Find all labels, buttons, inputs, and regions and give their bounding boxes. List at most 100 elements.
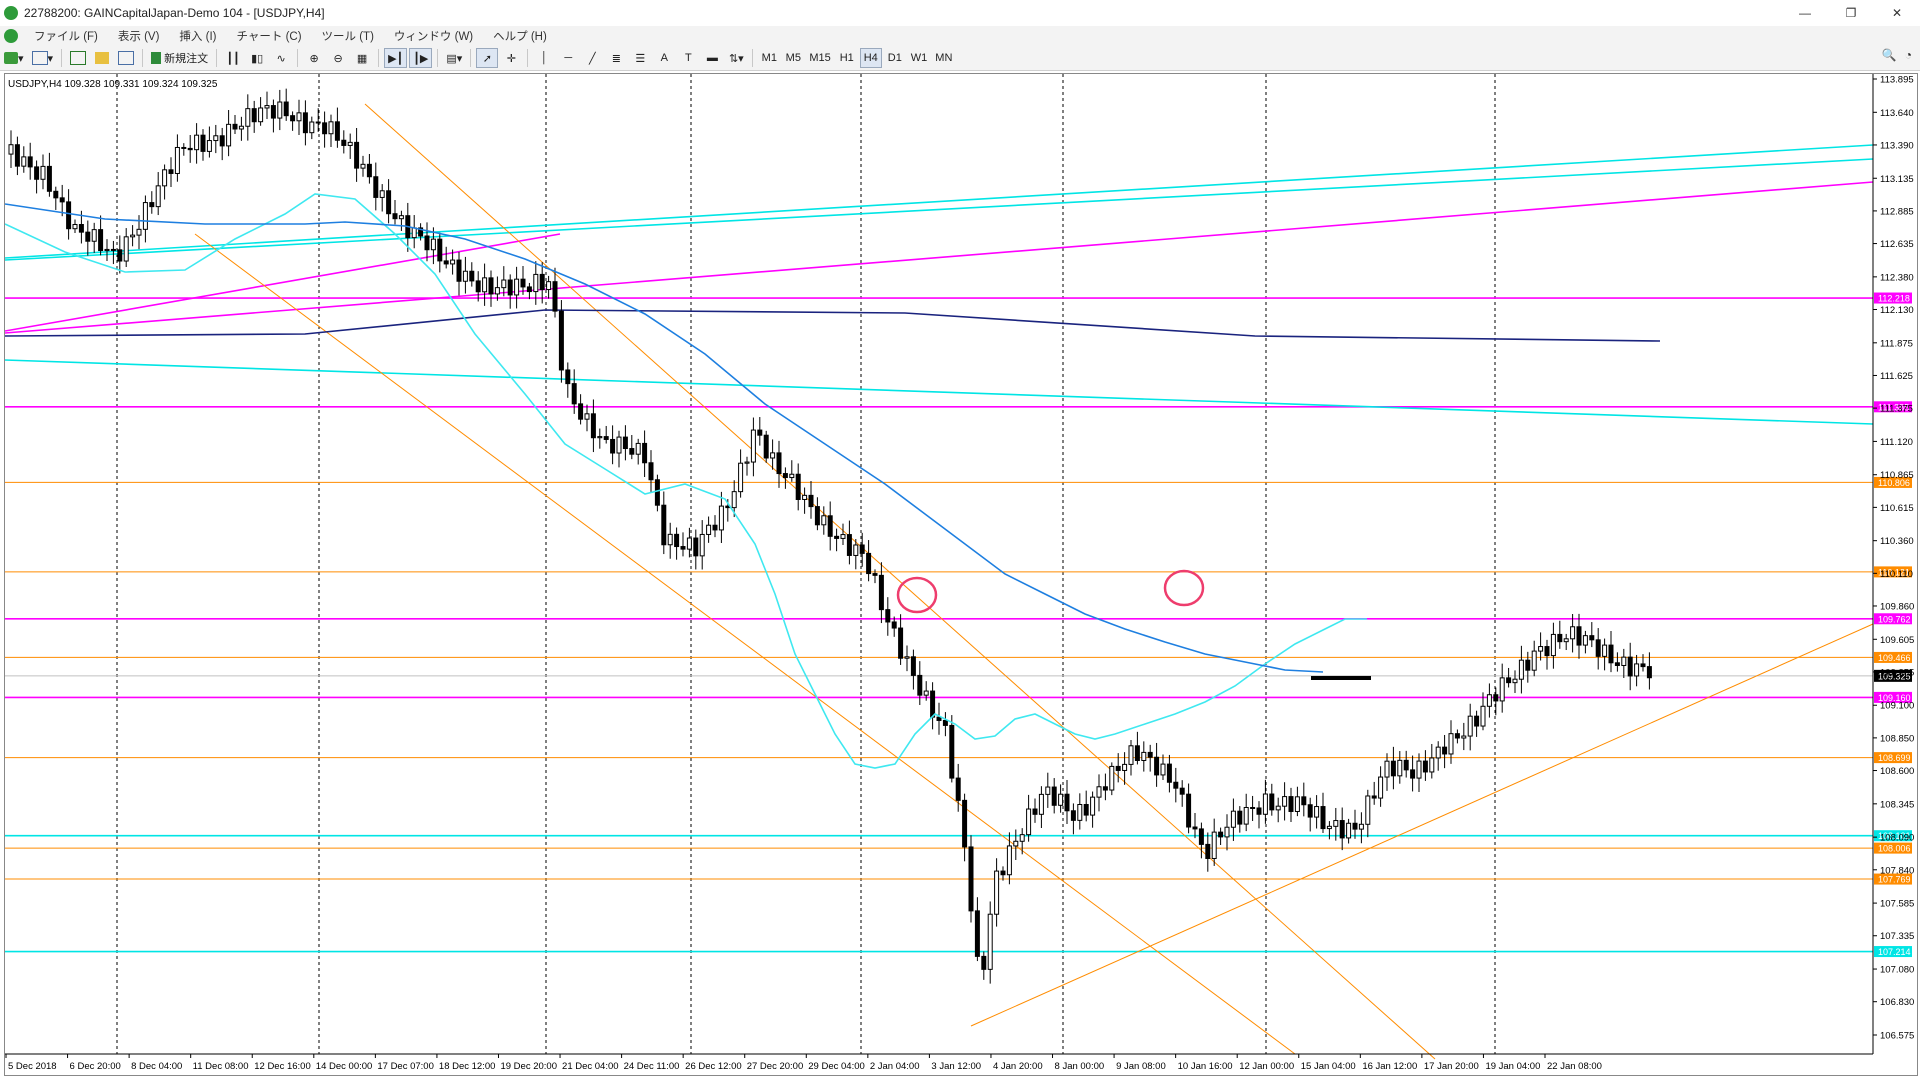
bull-candle [72, 224, 78, 230]
bull-candle [853, 544, 859, 556]
y-tick-label: 108.345 [1880, 799, 1914, 810]
bear-candle [712, 524, 718, 531]
x-tick-label: 2 Jan 04:00 [870, 1061, 920, 1072]
bull-candle [699, 533, 705, 557]
menu-window[interactable]: ウィンドウ (W) [393, 31, 474, 43]
menu-insert[interactable]: 挿入 (I) [179, 31, 217, 43]
indicators-button[interactable]: ▤ ▾ [446, 52, 463, 65]
tf-m5[interactable]: M5 [785, 52, 801, 64]
bull-candle [1058, 793, 1064, 806]
bull-candle [770, 452, 776, 459]
bull-candle [1602, 644, 1608, 657]
bull-candle [264, 105, 270, 109]
equidistant-channel-button[interactable]: ≣ [605, 48, 627, 68]
level-tag [1874, 292, 1912, 304]
zoom-out-button[interactable]: ⊖ [327, 48, 349, 68]
bear-candle [968, 846, 974, 912]
y-tick-label: 113.895 [1880, 75, 1914, 86]
arrows-button[interactable]: ⇅ ▾ [728, 52, 744, 65]
bear-candle [366, 163, 372, 178]
trendline-button[interactable]: ╱ [581, 48, 603, 68]
tf-m15[interactable]: M15 [809, 52, 831, 64]
level-tag [1874, 613, 1912, 625]
x-tick-label: 19 Jan 04:00 [1485, 1061, 1540, 1072]
horizontal-line-button[interactable]: ─ [557, 48, 579, 68]
tf-d1[interactable]: D1 [887, 52, 902, 64]
cursor-tool-button[interactable]: ➚ [476, 48, 499, 68]
bear-candle [622, 436, 628, 450]
close-button[interactable]: ✕ [1891, 6, 1903, 20]
bull-candle [1160, 763, 1166, 776]
navigator-button[interactable] [91, 48, 113, 68]
bear-candle [680, 546, 686, 550]
bear-candle [437, 238, 443, 262]
tile-windows-button[interactable]: ▦ [351, 48, 373, 68]
new-order-button[interactable]: 新規注文 [148, 48, 211, 68]
bull-candle [1333, 820, 1339, 827]
menu-view[interactable]: 表示 (V) [117, 31, 160, 43]
bear-candle [1422, 760, 1428, 773]
tf-h1[interactable]: H1 [839, 52, 854, 64]
new-order-label: 新規注文 [164, 53, 209, 65]
bull-candle [1384, 760, 1390, 778]
x-tick-label: 29 Dec 04:00 [808, 1061, 865, 1072]
tf-mn[interactable]: MN [935, 52, 953, 64]
search-icon[interactable]: 🔍 [1881, 48, 1897, 62]
rectangle-icon: ▬ [706, 52, 718, 64]
bear-candle [418, 227, 424, 237]
bear-candle [187, 147, 193, 151]
terminal-button[interactable] [115, 48, 137, 68]
price-chart[interactable]: 112.218 111.385 110.806 110.121 109.762 109.4… [5, 74, 1917, 1075]
profiles-button[interactable]: ▾ [29, 48, 57, 68]
market-watch-button[interactable] [67, 48, 89, 68]
bull-candle [309, 121, 315, 134]
bear-candle [1051, 786, 1057, 806]
restore-button[interactable]: ❐ [1845, 6, 1857, 20]
bear-candle [168, 169, 174, 174]
vertical-line-button[interactable]: │ [533, 48, 555, 68]
bear-candle [1557, 633, 1563, 643]
line-chart-button[interactable]: ∿ [270, 48, 292, 68]
bear-candle [1083, 803, 1089, 816]
bear-candle [610, 438, 616, 454]
text-label-button[interactable]: T [677, 48, 699, 68]
menu-tools[interactable]: ツール (T) [321, 31, 374, 43]
bull-candle [430, 238, 436, 251]
orange-support-line [970, 623, 1874, 1027]
menu-file[interactable]: ファイル (F) [34, 31, 98, 43]
bear-candle [942, 719, 948, 726]
bear-candle [1454, 733, 1460, 739]
bear-candle [373, 176, 379, 198]
menu-chart[interactable]: チャート (C) [236, 31, 302, 43]
rectangle-button[interactable]: ▬ [701, 48, 723, 68]
bull-candle [1582, 635, 1588, 646]
fibonacci-button[interactable]: ☰ [629, 48, 651, 68]
tf-m1[interactable]: M1 [761, 52, 777, 64]
bear-candle [1339, 820, 1345, 839]
community-icon[interactable]: ◔ [1904, 48, 1912, 62]
tf-h4[interactable]: H4 [859, 48, 882, 68]
bear-candle [443, 260, 449, 265]
chart-shift-button[interactable]: ┃▶ [409, 48, 433, 68]
auto-scroll-button[interactable]: ▶┃ [384, 48, 408, 68]
chart-window[interactable]: 112.218 111.385 110.806 110.121 109.762 109.4… [4, 73, 1918, 1076]
bear-candle [1186, 793, 1192, 828]
new-chart-button[interactable]: ▾ [1, 48, 27, 68]
y-tick-label: 112.635 [1880, 239, 1914, 250]
text-tool-button[interactable]: A [653, 48, 675, 68]
candle-chart-button[interactable]: ▮▯ [246, 48, 268, 68]
bear-candle [1288, 796, 1294, 812]
magenta-trendline-short [5, 233, 561, 332]
bull-candle [1128, 745, 1134, 765]
bear-candle [962, 799, 968, 848]
bull-candle [238, 125, 244, 130]
bar-chart-button[interactable]: ┃┃ [222, 48, 244, 68]
crosshair-tool-button[interactable]: ✛ [500, 48, 522, 68]
minimize-button[interactable]: — [1799, 6, 1811, 20]
zoom-in-button[interactable]: ⊕ [303, 48, 325, 68]
app-menu-icon[interactable] [4, 29, 18, 43]
bear-candle [526, 286, 532, 293]
tf-w1[interactable]: W1 [910, 52, 928, 64]
arrows-icon: ⇅ [728, 52, 739, 65]
menu-help[interactable]: ヘルプ (H) [493, 31, 547, 43]
